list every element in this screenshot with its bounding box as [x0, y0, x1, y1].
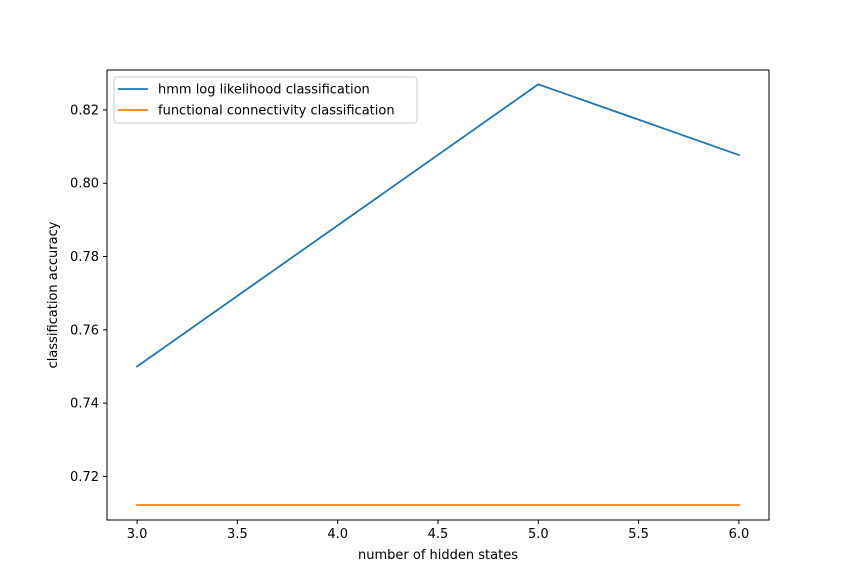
- x-axis-label: number of hidden states: [358, 548, 518, 563]
- legend: hmm log likelihood classification functio…: [113, 76, 418, 124]
- x-tick-label: 6.0: [729, 527, 750, 542]
- legend-entry-label: hmm log likelihood classification: [158, 83, 370, 98]
- y-tick-label: 0.82: [70, 103, 99, 118]
- series-layer: [135, 83, 741, 506]
- x-axis-ticks: 3.0 3.5 4.0 4.5 5.0 5.5 6.0: [127, 520, 750, 542]
- x-tick-label: 4.5: [428, 527, 449, 542]
- x-tick-label: 5.5: [628, 527, 649, 542]
- plot-frame: [106, 69, 770, 521]
- y-tick-label: 0.78: [70, 250, 99, 265]
- x-tick-label: 5.0: [528, 527, 549, 542]
- y-tick-label: 0.74: [70, 397, 99, 412]
- x-tick-label: 3.5: [227, 527, 248, 542]
- plot-area: [106, 69, 770, 521]
- series-line-0: [135, 83, 741, 368]
- y-axis-label: classification accuracy: [46, 221, 61, 368]
- legend-box: [113, 76, 418, 124]
- y-axis-ticks: 0.72 0.74 0.76 0.78 0.80 0.82: [70, 103, 107, 485]
- y-tick-label: 0.72: [70, 470, 99, 485]
- y-tick-label: 0.80: [70, 177, 99, 192]
- x-tick-label: 3.0: [127, 527, 148, 542]
- x-tick-label: 4.0: [327, 527, 348, 542]
- y-tick-label: 0.76: [70, 323, 99, 338]
- legend-entry-label: functional connectivity classification: [158, 104, 395, 119]
